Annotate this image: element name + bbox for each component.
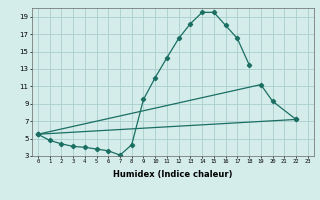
X-axis label: Humidex (Indice chaleur): Humidex (Indice chaleur): [113, 170, 233, 179]
